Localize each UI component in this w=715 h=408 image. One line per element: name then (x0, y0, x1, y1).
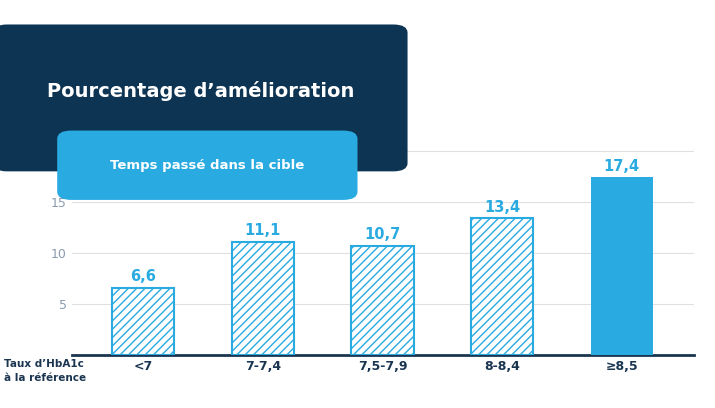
Text: Pourcentage d’amélioration: Pourcentage d’amélioration (46, 81, 354, 102)
Bar (471, 218, 533, 355)
Bar (591, 177, 653, 355)
Text: Temps passé dans la cible: Temps passé dans la cible (110, 159, 305, 172)
Bar (112, 288, 174, 355)
Text: 11,1: 11,1 (245, 223, 281, 238)
Bar (232, 242, 294, 355)
Bar (352, 246, 413, 355)
Text: 17,4: 17,4 (603, 159, 640, 174)
Text: 6,6: 6,6 (130, 269, 156, 284)
Text: 10,7: 10,7 (365, 227, 400, 242)
Text: Taux d’HbA1c
à la référence: Taux d’HbA1c à la référence (4, 359, 86, 383)
Text: 13,4: 13,4 (484, 200, 521, 215)
